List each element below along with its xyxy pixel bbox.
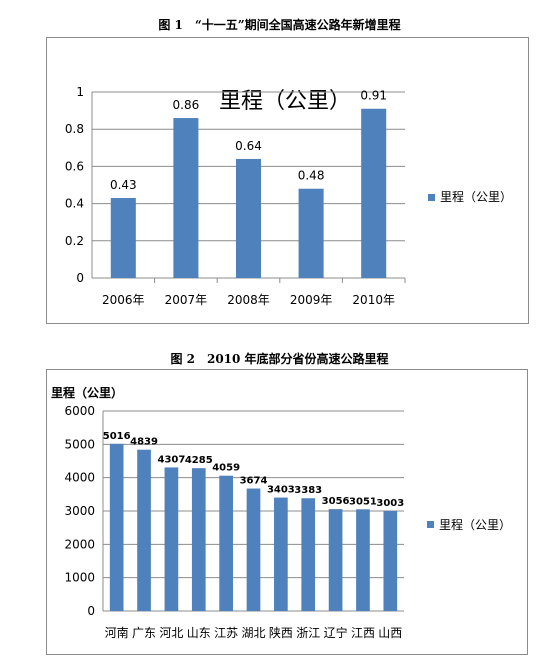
figure1-chart-frame: 里程（公里） 0 0.2 0.4 0.6 0.8 1 0.43 0.86 0.64 0.48 0.…: [46, 37, 529, 324]
c2-data-label: 3383: [294, 485, 322, 496]
c2-y-tick-label: 6000: [64, 404, 95, 418]
c2-y-tick-label: 4000: [64, 471, 95, 485]
c2-data-label: 4839: [130, 437, 158, 448]
c2-bar: [274, 497, 288, 611]
c2-data-label: 4307: [157, 454, 185, 465]
c2-data-label: 3051: [349, 496, 377, 507]
c1-y-tick-label: 0.2: [65, 234, 84, 248]
figure1-chart: 里程（公里） 0 0.2 0.4 0.6 0.8 1 0.43 0.86 0.64 0.48 0.…: [65, 85, 512, 307]
c2-x-tick-label: 江西: [351, 626, 375, 640]
figure2-caption: 图 2 2010 年底部分省份高速公路里程: [170, 352, 389, 366]
figure2-chart: 里程（公里） 0 1000 2000 3000 4000 5000 6000 5016483…: [51, 385, 511, 640]
c2-bar: [164, 467, 179, 611]
c2-bar: [301, 498, 316, 611]
c2-x-tick-label: 陕西: [269, 625, 293, 640]
c1-y-tick-label: 0.4: [65, 197, 84, 211]
c2-x-tick-label: 江苏: [214, 626, 238, 640]
c2-bar: [246, 488, 261, 611]
c2-bar: [383, 510, 398, 611]
c2-x-tick-label: 广东: [132, 626, 156, 640]
c1-x-tick-label: 2007年: [165, 293, 208, 307]
c2-data-label: 5016: [103, 431, 131, 442]
c1-data-label: 0.48: [298, 169, 325, 183]
c1-x-tick-label: 2008年: [227, 293, 270, 307]
c2-data-label: 3403: [267, 485, 295, 496]
c2-y-tick-label: 0: [87, 604, 95, 618]
c2-data-label: 3003: [376, 498, 404, 509]
c1-x-tick-label: 2010年: [352, 293, 395, 307]
c1-y-tick-label: 0.8: [65, 122, 84, 136]
chart1-legend-label: 里程（公里）: [440, 189, 512, 204]
c2-data-label: 4059: [212, 463, 240, 474]
figure1-caption: 图 1 “十一五”期间全国高速公路年新增里程: [158, 18, 401, 32]
c2-bar: [219, 475, 233, 611]
figure2-chart-frame: 里程（公里） 0 1000 2000 3000 4000 5000 6000 5016 483…: [46, 369, 528, 655]
chart2-legend-swatch: [427, 521, 434, 528]
c1-bar: [110, 198, 136, 278]
c1-bar: [235, 158, 262, 278]
c1-data-label: 0.91: [360, 89, 387, 103]
c2-y-tick-label: 2000: [64, 537, 95, 551]
c1-x-tick-label: 2006年: [102, 293, 145, 307]
c2-x-tick-label: 河北: [159, 626, 183, 640]
c2-y-tick-label: 1000: [64, 571, 95, 585]
chart2-legend-label: 里程（公里）: [439, 517, 511, 532]
c1-data-label: 0.43: [110, 178, 137, 192]
c2-x-tick-label: 湖北: [241, 625, 265, 640]
c2-bar: [328, 509, 343, 611]
c2-bar: [137, 449, 151, 611]
c1-data-label: 0.86: [173, 98, 200, 112]
c2-bar: [109, 443, 124, 611]
c1-bar: [173, 118, 199, 278]
c2-x-tick-label: 辽宁: [324, 625, 348, 640]
c1-bar: [361, 108, 387, 279]
c2-data-label: 3674: [240, 476, 268, 487]
c1-x-tick-label: 2009年: [290, 293, 333, 307]
c2-x-tick-label: 山东: [187, 626, 211, 640]
chart1-title: 里程（公里）: [219, 89, 351, 114]
c2-y-tick-label: 3000: [64, 504, 95, 518]
chart1-legend-swatch: [428, 194, 435, 201]
c1-y-tick-label: 0: [76, 271, 84, 285]
c2-x-tick-label: 河南: [105, 625, 129, 640]
c1-y-tick-label: 1: [76, 85, 84, 99]
c1-y-tick-label: 0.6: [65, 159, 84, 173]
c1-bar: [298, 188, 324, 278]
c2-data-label: 3056: [322, 496, 350, 507]
c2-bar: [356, 509, 370, 611]
c1-data-label: 0.64: [235, 139, 262, 153]
c2-x-tick-label: 山西: [378, 626, 402, 640]
c2-bar: [191, 468, 206, 611]
c2-data-label: 4285: [185, 455, 213, 466]
c2-x-tick-label: 浙江: [296, 626, 320, 640]
chart2-y-axis-label: 里程（公里）: [51, 385, 123, 400]
c2-y-tick-label: 5000: [64, 437, 95, 451]
